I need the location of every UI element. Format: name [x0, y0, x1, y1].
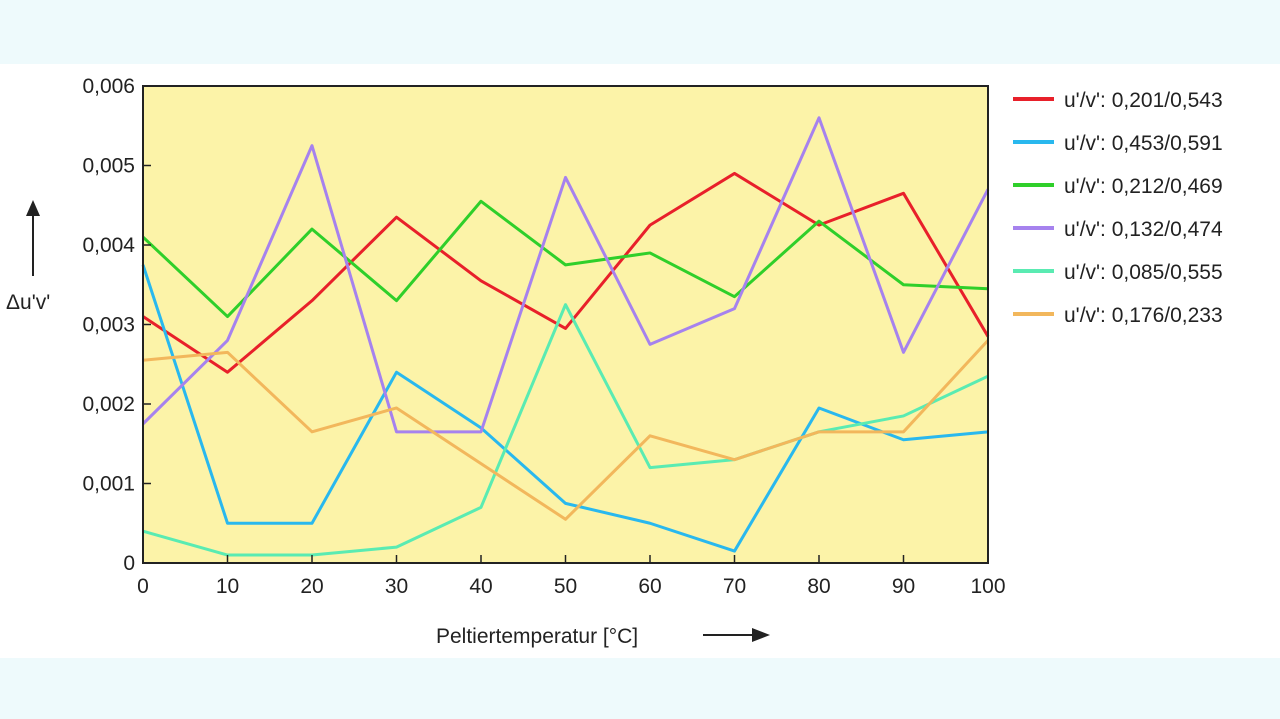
y-tick-label: 0,005 — [82, 155, 135, 178]
y-axis-label-group: Δu'v' — [6, 200, 50, 314]
x-tick-label: 80 — [807, 575, 830, 598]
series-line-4 — [141, 116, 990, 434]
y-tick-label: 0,001 — [82, 473, 135, 496]
x-tick-label: 0 — [137, 575, 149, 598]
x-tick-label: 20 — [300, 575, 323, 598]
line-chart: 0 10 20 30 40 50 60 70 80 90 100 0 0,001 0,002 0,003 0… — [6, 75, 1223, 648]
x-tick-label: 60 — [638, 575, 661, 598]
y-tick-label: 0,003 — [82, 314, 135, 337]
x-tick-label: 40 — [469, 575, 492, 598]
x-tick-label: 100 — [970, 575, 1005, 598]
x-tick-label: 70 — [723, 575, 746, 598]
plot-background — [143, 86, 988, 563]
legend: u'/v': 0,201/0,543 u'/v': 0,453/0,591 u'/v… — [1013, 89, 1223, 327]
series-line-1 — [142, 171, 990, 374]
series-line-3 — [141, 199, 989, 319]
x-tick-label: 50 — [554, 575, 577, 598]
x-tick-label: 30 — [385, 575, 408, 598]
legend-label-3: u'/v': 0,212/0,469 — [1064, 175, 1223, 198]
y-axis-label: Δu'v' — [6, 291, 50, 314]
series-line-5 — [142, 303, 989, 557]
series-line-6 — [142, 339, 990, 521]
series-line-2 — [141, 264, 989, 553]
y-tick-label: 0,002 — [82, 393, 135, 416]
x-tick-label: 10 — [216, 575, 239, 598]
y-tick-label: 0,006 — [82, 75, 135, 98]
legend-label-1: u'/v': 0,201/0,543 — [1064, 89, 1223, 112]
legend-label-5: u'/v': 0,085/0,555 — [1064, 261, 1223, 284]
y-axis-arrowhead — [26, 200, 40, 216]
x-axis-label: Peltiertemperatur [°C] — [436, 625, 638, 648]
legend-label-6: u'/v': 0,176/0,233 — [1064, 304, 1223, 327]
x-tick-label: 90 — [892, 575, 915, 598]
y-tick-label: 0 — [123, 552, 135, 575]
legend-label-2: u'/v': 0,453/0,591 — [1064, 132, 1223, 155]
chart-figure: 0 10 20 30 40 50 60 70 80 90 100 0 0,001 0,002 0,003 0… — [0, 64, 1280, 658]
y-tick-label: 0,004 — [82, 234, 135, 257]
x-axis-label-group: Peltiertemperatur [°C] — [436, 625, 770, 648]
x-axis-arrowhead — [752, 628, 770, 642]
legend-label-4: u'/v': 0,132/0,474 — [1064, 218, 1223, 241]
